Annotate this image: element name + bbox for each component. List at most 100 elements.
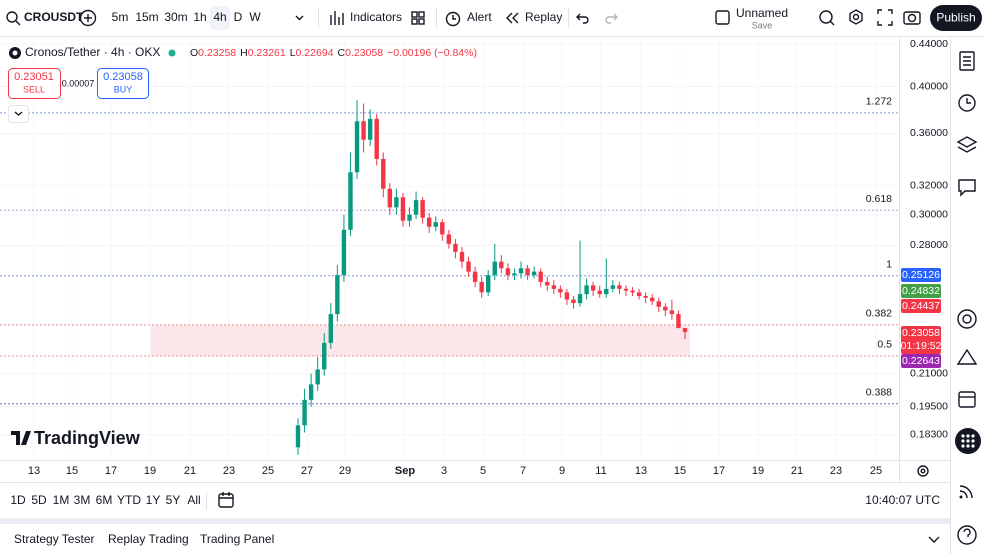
range-button[interactable]: 5Y bbox=[166, 493, 181, 507]
interval-button[interactable]: 4h bbox=[213, 10, 226, 24]
fib-label: 0.382 bbox=[866, 308, 892, 320]
settings-button[interactable] bbox=[849, 9, 863, 25]
fib-label: 0.5 bbox=[877, 339, 892, 351]
interval-button[interactable]: 15m bbox=[135, 10, 158, 24]
candle-body bbox=[466, 261, 471, 272]
candle-body bbox=[597, 290, 602, 295]
legend-title[interactable]: Cronos/Tether · 4h · OKX bbox=[25, 45, 160, 59]
interval-button[interactable]: D bbox=[234, 10, 243, 24]
candle-body bbox=[518, 268, 524, 274]
candle-body bbox=[682, 328, 688, 332]
buy-button[interactable] bbox=[97, 68, 149, 99]
range-button[interactable]: 1Y bbox=[146, 493, 161, 507]
legend-collapse[interactable] bbox=[8, 105, 29, 123]
x-tick-label: 19 bbox=[144, 465, 156, 477]
chat-button[interactable] bbox=[958, 179, 976, 197]
undo-button[interactable] bbox=[576, 13, 589, 24]
axis-settings[interactable] bbox=[917, 465, 929, 477]
candle-body bbox=[367, 118, 373, 140]
layout-name[interactable]: Unnamed bbox=[736, 6, 788, 20]
x-tick-label: 11 bbox=[595, 465, 606, 477]
x-tick-label: 13 bbox=[635, 465, 647, 477]
range-button[interactable]: 6M bbox=[96, 493, 113, 507]
candle-body bbox=[590, 285, 596, 291]
x-tick-label: 27 bbox=[301, 465, 313, 477]
publish-label[interactable]: Publish bbox=[936, 11, 975, 25]
symbol[interactable]: CROUSDT bbox=[24, 10, 84, 24]
compare-button[interactable] bbox=[79, 9, 97, 27]
candle-body bbox=[623, 288, 629, 291]
sell-button[interactable] bbox=[8, 68, 61, 99]
y-tick-label: 0.28000 bbox=[910, 239, 948, 251]
interval-button[interactable]: 30m bbox=[164, 10, 187, 24]
ideas-button[interactable] bbox=[956, 348, 978, 365]
fullscreen-button[interactable] bbox=[877, 9, 893, 26]
help-button[interactable] bbox=[957, 525, 977, 545]
price-label: 0.23058 bbox=[902, 327, 940, 339]
screener-button[interactable] bbox=[957, 309, 977, 329]
x-tick-label: 21 bbox=[184, 465, 196, 477]
indicators-button[interactable]: Indicators bbox=[350, 10, 402, 24]
candle-body bbox=[420, 200, 425, 218]
x-tick-label: 15 bbox=[66, 465, 78, 477]
candle-body bbox=[577, 294, 583, 304]
replay-button[interactable]: Replay bbox=[525, 10, 562, 24]
clock[interactable]: 10:40:07 UTC bbox=[865, 493, 940, 507]
price-label-box bbox=[901, 354, 941, 368]
alerts-button[interactable] bbox=[958, 94, 976, 112]
search-icon[interactable] bbox=[6, 11, 18, 23]
x-tick-label: 17 bbox=[105, 465, 117, 477]
axis-layer: 0.44000 0.40000 0.36000 0.32000 0.30000 0.280… bbox=[28, 38, 948, 477]
save-label[interactable]: Save bbox=[752, 20, 773, 30]
range-button[interactable]: 1D bbox=[10, 493, 26, 507]
ohlc-value: 0.23258 bbox=[198, 47, 236, 59]
search-icon-handle bbox=[15, 20, 21, 26]
candle-layer bbox=[295, 100, 688, 455]
interval-button[interactable]: 1h bbox=[193, 10, 206, 24]
range-button[interactable]: 1M bbox=[53, 493, 70, 507]
layout-checkbox[interactable] bbox=[715, 10, 730, 25]
interval-button[interactable]: W bbox=[249, 10, 261, 24]
candle-body bbox=[440, 222, 445, 235]
range-button[interactable]: YTD bbox=[117, 493, 141, 507]
grid-layer bbox=[0, 38, 899, 460]
alert-button[interactable]: Alert bbox=[467, 10, 492, 24]
object-tree-button[interactable] bbox=[956, 136, 978, 153]
range-button[interactable]: 3M bbox=[74, 493, 91, 507]
candle-body bbox=[459, 251, 465, 262]
panel-tab[interactable]: Replay Trading bbox=[108, 532, 189, 546]
quick-search-handle bbox=[829, 20, 835, 26]
candle-body bbox=[558, 288, 563, 293]
panel-tab[interactable]: Trading Panel bbox=[200, 532, 274, 546]
candle-body bbox=[315, 369, 320, 385]
price-label-box bbox=[901, 326, 941, 354]
quick-search[interactable] bbox=[819, 10, 833, 24]
sell-price: 0.23051 bbox=[14, 71, 54, 83]
calendar-button[interactable] bbox=[958, 391, 976, 408]
buy-price: 0.23058 bbox=[103, 71, 143, 83]
x-tick-label: Sep bbox=[395, 465, 415, 477]
publish-button[interactable] bbox=[930, 5, 982, 31]
screenshot-button[interactable] bbox=[903, 11, 921, 25]
layout-icon[interactable] bbox=[411, 11, 418, 18]
y-tick-label: 0.18300 bbox=[910, 429, 948, 441]
candle-body bbox=[663, 306, 668, 311]
interval-button[interactable]: 5m bbox=[112, 10, 129, 24]
range-button[interactable]: 5D bbox=[31, 493, 47, 507]
stream-dot bbox=[959, 495, 963, 499]
watchlist-button[interactable] bbox=[959, 51, 975, 71]
range-button[interactable]: All bbox=[187, 493, 200, 507]
range-group: 1D 5D 1M 3M 6M YTD 1Y 5Y All bbox=[10, 493, 200, 507]
y-tick-label: 0.32000 bbox=[910, 180, 948, 192]
interval-group: 5m 15m 30m 1h 4h D W bbox=[112, 6, 261, 30]
candle-body bbox=[499, 261, 504, 269]
interval-menu[interactable] bbox=[295, 15, 304, 21]
redo-button[interactable] bbox=[605, 13, 618, 24]
ohlc-key: C bbox=[338, 47, 346, 59]
panel-expand[interactable] bbox=[928, 536, 940, 543]
candle-body bbox=[545, 281, 550, 286]
stream-button[interactable] bbox=[959, 485, 973, 499]
panel-tab[interactable]: Strategy Tester bbox=[14, 532, 94, 546]
goto-date[interactable] bbox=[218, 493, 234, 508]
candle-body bbox=[381, 158, 386, 189]
